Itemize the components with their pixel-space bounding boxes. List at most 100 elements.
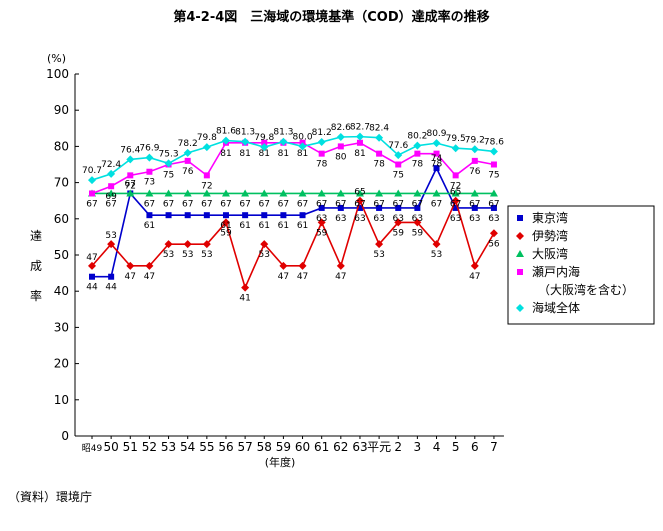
data-point xyxy=(356,204,363,211)
data-label: 65 xyxy=(450,188,461,198)
data-point xyxy=(203,172,210,179)
data-point xyxy=(336,132,345,141)
data-point xyxy=(471,204,478,211)
data-point xyxy=(241,189,250,197)
data-point xyxy=(414,204,421,211)
data-point xyxy=(452,172,459,179)
data-label: 81.2 xyxy=(312,128,332,138)
data-label: 67 xyxy=(393,199,404,209)
data-point xyxy=(317,218,326,227)
data-label: 61 xyxy=(259,221,270,231)
source-note: （資料）環境庁 xyxy=(8,490,93,504)
data-label: 67 xyxy=(335,199,346,209)
data-label: 41 xyxy=(239,294,250,304)
data-point xyxy=(470,261,479,270)
data-point xyxy=(261,139,268,146)
data-point xyxy=(88,261,96,270)
data-label: 63 xyxy=(488,214,499,224)
data-point xyxy=(164,159,173,168)
data-point xyxy=(183,240,192,249)
data-label: 76 xyxy=(469,167,481,177)
data-point xyxy=(395,204,402,211)
data-point xyxy=(89,190,95,197)
legend-label: 海域全体 xyxy=(532,300,580,315)
data-point xyxy=(355,132,364,141)
x-tick-label: 平元 xyxy=(367,440,391,454)
data-label: 67 xyxy=(86,199,97,209)
data-point xyxy=(394,189,403,197)
y-tick-label: 0 xyxy=(61,429,69,443)
chart-title: 第4-2-4図 三海域の環境基準（COD）達成率の推移 xyxy=(173,10,490,25)
data-label: 61 xyxy=(144,221,155,231)
data-label: 70.7 xyxy=(82,166,102,176)
data-point xyxy=(221,136,230,145)
data-point xyxy=(107,189,116,197)
x-tick-label: 58 xyxy=(257,440,272,454)
data-point xyxy=(490,161,497,168)
data-point xyxy=(489,229,498,238)
y-tick-label: 30 xyxy=(54,320,69,334)
data-label: 73 xyxy=(144,178,155,188)
x-tick-label: 56 xyxy=(218,440,233,454)
data-point xyxy=(376,204,383,211)
data-point xyxy=(108,273,115,280)
data-point xyxy=(298,261,307,270)
x-axis-title: (年度) xyxy=(265,455,296,469)
legend-label: 伊勢湾 xyxy=(532,228,568,243)
data-label: 78 xyxy=(412,160,424,170)
y-tick-label: 50 xyxy=(54,248,69,262)
x-tick-label: 63 xyxy=(352,440,367,454)
data-point xyxy=(394,151,403,160)
data-label: 67 xyxy=(105,199,116,209)
data-label: 47 xyxy=(469,272,480,282)
data-label: 79.8 xyxy=(197,133,217,143)
data-point xyxy=(203,212,210,219)
y-unit-label: (%) xyxy=(47,52,66,65)
data-point xyxy=(490,204,497,211)
data-point xyxy=(451,144,460,153)
data-label: 76.9 xyxy=(139,144,159,154)
data-label: 78 xyxy=(373,160,385,170)
data-point xyxy=(452,204,459,211)
x-tick-label: 53 xyxy=(161,440,176,454)
data-point xyxy=(470,145,479,154)
x-tick-label: 50 xyxy=(103,440,118,454)
x-tick-label: 6 xyxy=(471,440,479,454)
data-point xyxy=(202,240,211,249)
data-point xyxy=(107,169,116,178)
data-label: 67 xyxy=(163,199,174,209)
data-label: 59 xyxy=(220,228,232,238)
series-line xyxy=(91,135,495,181)
data-label: 63 xyxy=(354,214,365,224)
x-tick-label: 4 xyxy=(433,440,441,454)
data-point xyxy=(356,139,363,146)
data-label: 81.3 xyxy=(273,128,293,138)
data-point xyxy=(299,212,306,219)
x-tick-label: 62 xyxy=(333,440,348,454)
data-point xyxy=(184,212,191,219)
y-axis-title-char: 率 xyxy=(30,288,42,303)
data-point xyxy=(260,189,269,197)
x-tick-label: 昭49 xyxy=(82,443,103,454)
data-label: 75.3 xyxy=(159,149,179,159)
y-tick-label: 100 xyxy=(46,67,69,81)
x-tick-label: 57 xyxy=(237,440,252,454)
x-tick-label: 55 xyxy=(199,440,214,454)
data-label: 67 xyxy=(125,179,136,189)
data-point xyxy=(516,304,524,312)
data-label: 63 xyxy=(450,214,461,224)
data-point xyxy=(395,161,402,168)
data-label: 67 xyxy=(182,199,193,209)
y-axis-title-char: 達 xyxy=(30,229,42,243)
y-axis-title-char: 成 xyxy=(30,259,42,273)
data-label: 67 xyxy=(431,199,442,209)
data-point xyxy=(337,204,344,211)
y-tick-label: 40 xyxy=(54,284,69,298)
data-label: 76 xyxy=(182,167,194,177)
data-point xyxy=(145,153,154,162)
data-point xyxy=(318,150,325,157)
data-point xyxy=(241,137,250,146)
data-point xyxy=(165,212,172,219)
data-label: 63 xyxy=(393,214,404,224)
data-label: 79.8 xyxy=(254,133,274,143)
